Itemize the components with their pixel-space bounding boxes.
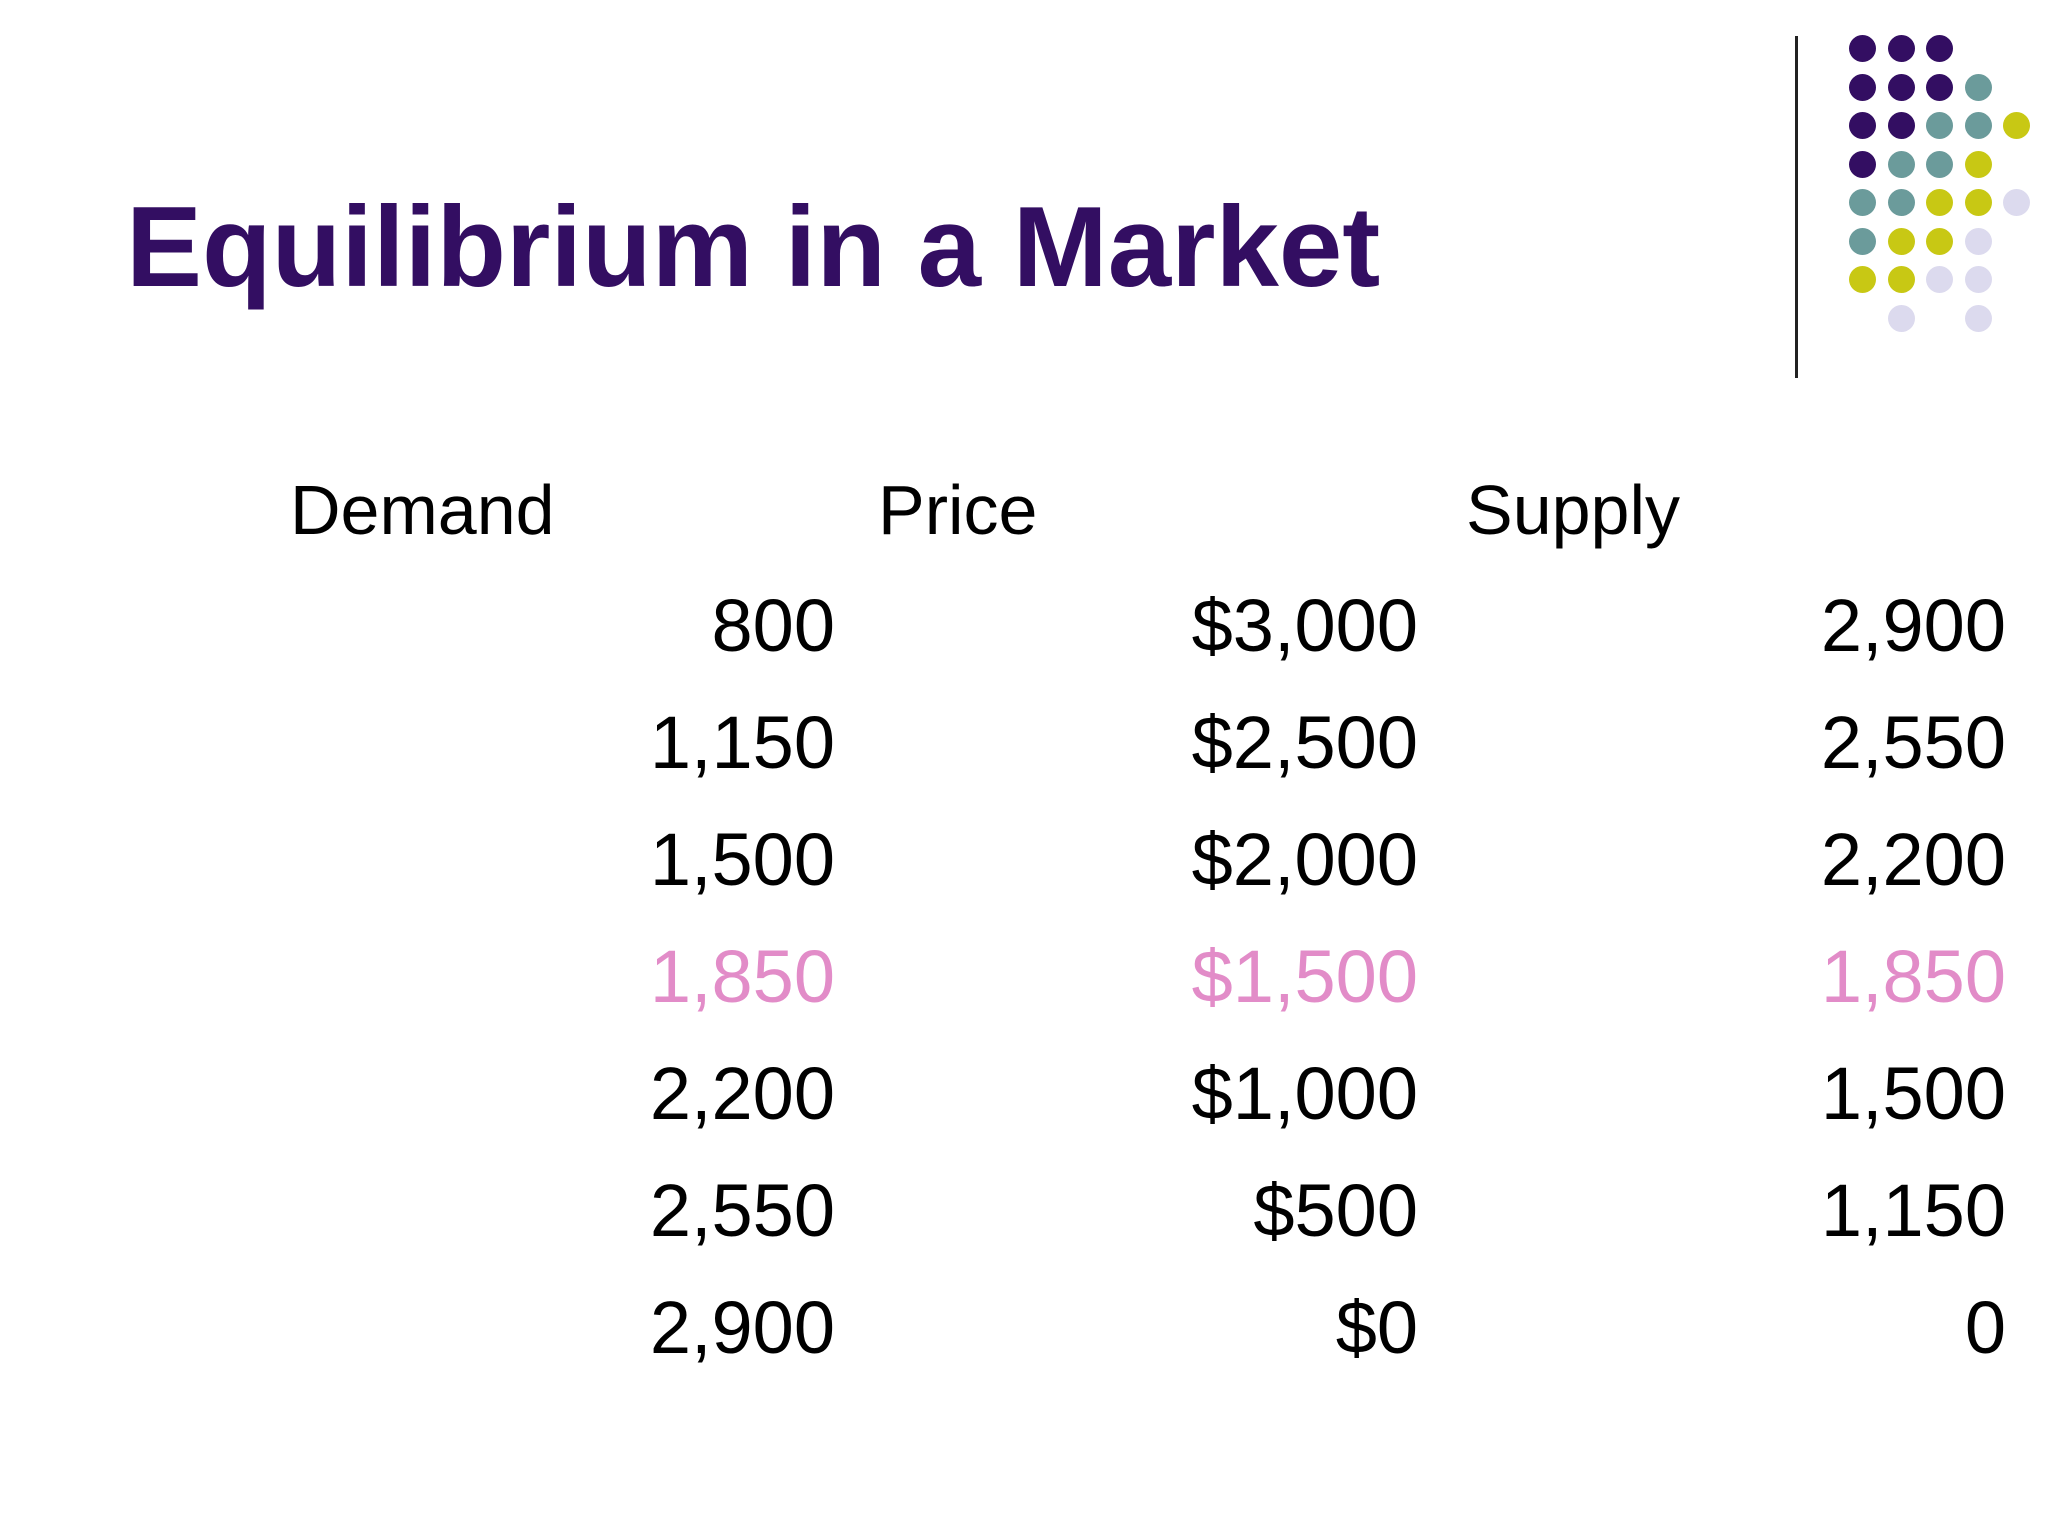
decorative-dot — [1964, 266, 1992, 293]
supply-cell: 2,900 — [1820, 584, 2006, 667]
price-cell: $2,500 — [1191, 701, 1418, 784]
decorative-dot — [2003, 189, 2030, 216]
decorative-dot — [1926, 227, 1953, 255]
demand-cell: 2,900 — [649, 1286, 835, 1369]
supply-cell: 1,500 — [1820, 1052, 2006, 1135]
price-cell: $2,000 — [1191, 818, 1418, 901]
decorative-dot — [1849, 266, 1876, 293]
decorative-dot — [1887, 73, 1915, 101]
decorative-dot — [1926, 73, 1953, 101]
price-cell: $3,000 — [1191, 584, 1418, 667]
decorative-dot — [1849, 150, 1876, 178]
demand-cell: 1,850 — [649, 935, 835, 1018]
demand-cell: 800 — [711, 584, 835, 667]
decorative-dot — [1849, 189, 1876, 216]
decorative-dot — [1926, 35, 1953, 62]
decorative-dot — [1964, 73, 1992, 101]
price-cell: $500 — [1253, 1169, 1418, 1252]
decorative-dot — [2003, 112, 2030, 139]
decorative-dot — [1964, 112, 1992, 139]
decorative-dot — [1887, 35, 1915, 62]
supply-cell: 2,550 — [1820, 701, 2006, 784]
supply-cell: 2,200 — [1820, 818, 2006, 901]
decorative-dot — [1849, 112, 1876, 139]
decorative-dot — [1964, 150, 1992, 178]
slide-title: Equilibrium in a Market — [126, 184, 1381, 311]
decorative-dot — [1887, 227, 1915, 255]
supply-cell: 0 — [1964, 1286, 2006, 1369]
decorative-dot — [1926, 112, 1953, 139]
decorative-dot — [1849, 35, 1876, 62]
decorative-dot — [1964, 227, 1992, 255]
supply-cell: 1,850 — [1820, 935, 2006, 1018]
price-cell: $0 — [1335, 1286, 1418, 1369]
decorative-dot — [1849, 73, 1876, 101]
decorative-dot — [1926, 189, 1953, 216]
title-divider-line — [1795, 36, 1798, 378]
header-supply: Supply — [1466, 471, 1681, 549]
decorative-dot — [1964, 189, 1992, 216]
demand-cell: 2,200 — [649, 1052, 835, 1135]
decorative-dot — [1964, 304, 1992, 332]
price-cell: $1,000 — [1191, 1052, 1418, 1135]
header-demand: Demand — [290, 471, 555, 549]
demand-cell: 1,150 — [649, 701, 835, 784]
decorative-dot — [1887, 304, 1915, 332]
decorative-dot — [1887, 150, 1915, 178]
demand-cell: 2,550 — [649, 1169, 835, 1252]
decorative-dot — [1849, 227, 1876, 255]
decorative-dot — [1887, 266, 1915, 293]
decorative-dot — [1926, 150, 1953, 178]
supply-cell: 1,150 — [1820, 1169, 2006, 1252]
decorative-dot — [1887, 189, 1915, 216]
header-price: Price — [878, 471, 1038, 549]
decorative-dot — [1926, 266, 1953, 293]
demand-cell: 1,500 — [649, 818, 835, 901]
price-cell: $1,500 — [1191, 935, 1418, 1018]
decorative-dot — [1887, 112, 1915, 139]
